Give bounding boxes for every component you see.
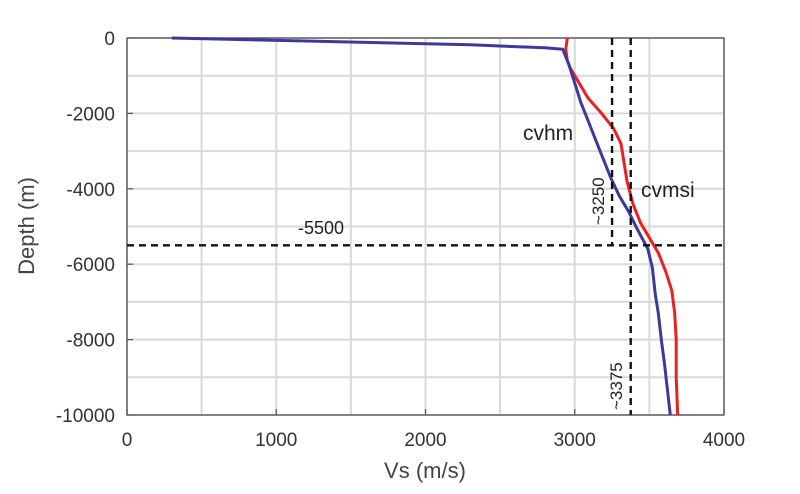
x-tick-label: 0 <box>122 430 133 451</box>
y-tick-label: -6000 <box>66 255 115 276</box>
label-vs-3250: ~3250 <box>589 177 608 225</box>
annotation-cvhm: cvhm <box>523 122 573 145</box>
y-tick-label: -8000 <box>66 331 115 352</box>
series-line-cvmsi <box>564 37 680 416</box>
label-vs-3375: ~3375 <box>607 362 626 410</box>
x-tick-label: 4000 <box>703 430 745 451</box>
reference-lines <box>127 38 724 415</box>
annotation-cvmsi: cvmsi <box>641 179 695 202</box>
x-tick-label: 1000 <box>255 430 297 451</box>
y-tick-label: -10000 <box>56 406 115 427</box>
y-axis-title: Depth (m) <box>14 177 39 275</box>
series-lines <box>171 36 680 416</box>
x-axis-title: Vs (m/s) <box>384 458 466 483</box>
x-tick-label: 2000 <box>404 430 446 451</box>
x-axis-ticks: 0 1000 2000 3000 4000 <box>122 409 745 451</box>
series-line-cvhm <box>171 36 672 416</box>
y-tick-label: -2000 <box>66 104 115 125</box>
y-tick-label: -4000 <box>66 180 115 201</box>
x-tick-label: 3000 <box>554 430 596 451</box>
y-axis-ticks: 0 -2000 -4000 -6000 -8000 -10000 <box>56 29 133 427</box>
label-depth-5500: -5500 <box>298 218 344 238</box>
y-tick-label: 0 <box>104 29 115 50</box>
